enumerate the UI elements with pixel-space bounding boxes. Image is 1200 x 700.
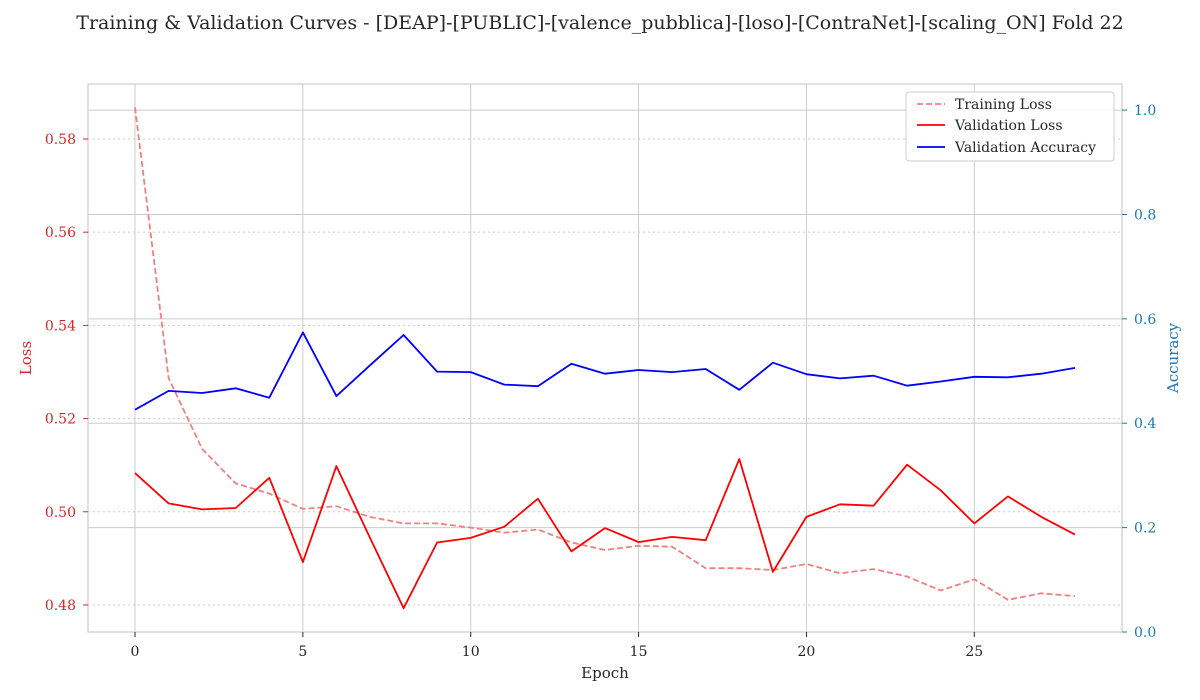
x-tick-label: 15 (630, 644, 648, 660)
y-left-tick-label: 0.56 (45, 225, 76, 241)
validation-accuracy-line (134, 331, 1076, 411)
y-axis-label-right: Accuracy (1164, 322, 1182, 394)
y-left-tick-label: 0.58 (45, 132, 76, 148)
legend-label-validation-accuracy: Validation Accuracy (954, 140, 1096, 156)
y-axis-label-left: Loss (17, 341, 35, 375)
legend-label-training-loss: Training Loss (955, 97, 1052, 113)
x-tick-label: 10 (462, 644, 480, 660)
y-right-tick-label: 0.2 (1134, 521, 1156, 537)
x-tick-label: 20 (798, 644, 816, 660)
plot-frame (87, 83, 1123, 633)
training-loss-line (134, 107, 1076, 601)
y-right-tick-label: 0.0 (1134, 625, 1156, 641)
y-left-tick-label: 0.52 (45, 412, 76, 428)
legend-label-validation-loss: Validation Loss (954, 118, 1063, 134)
x-tick-label: 25 (965, 644, 983, 660)
chart-title: Training & Validation Curves - [DEAP]-[P… (76, 12, 1123, 34)
validation-loss-line (134, 458, 1076, 610)
series-lines (134, 107, 1076, 610)
x-axis-label: Epoch (581, 664, 629, 682)
axis-ticks: 0 5 10 15 20 25 0.48 0.50 0.52 0.54 0.56 0.58 0.0 0.2… (45, 103, 1157, 660)
y-left-tick-label: 0.48 (45, 598, 76, 614)
y-right-tick-label: 0.4 (1134, 416, 1156, 432)
legend-box (905, 91, 1115, 162)
y-left-tick-label: 0.54 (45, 318, 76, 334)
x-tick-label: 0 (131, 644, 140, 660)
legend: Training Loss Validation Loss Validation… (905, 91, 1115, 162)
y-right-tick-label: 0.8 (1134, 207, 1156, 223)
y-left-tick-label: 0.50 (45, 505, 76, 521)
y-right-tick-label: 1.0 (1134, 103, 1156, 119)
y-right-tick-label: 0.6 (1134, 312, 1156, 328)
x-tick-label: 5 (298, 644, 307, 660)
